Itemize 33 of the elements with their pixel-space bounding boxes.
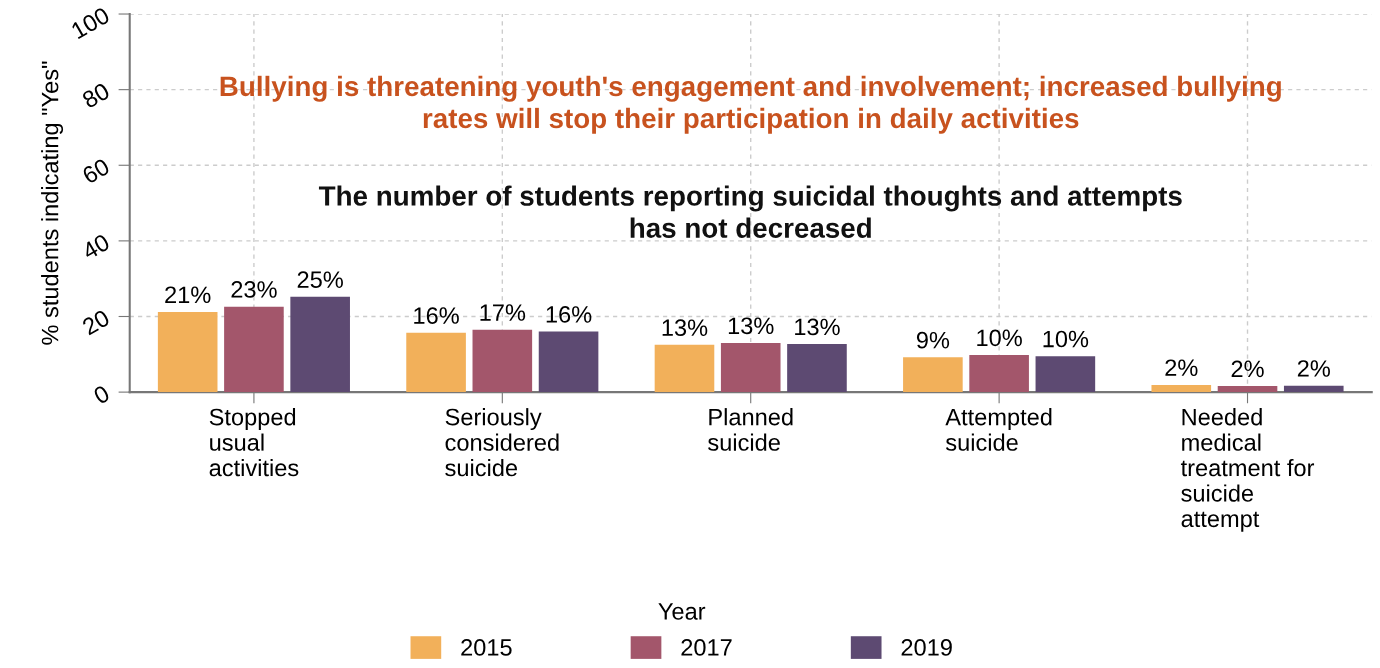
data-label: 13% bbox=[795, 318, 840, 336]
data-label: 25% bbox=[297, 271, 343, 288]
y-tick-label: 0 bbox=[92, 384, 111, 405]
y-axis-title: % students indicating "Yes" bbox=[41, 61, 64, 345]
data-label: 9% bbox=[916, 331, 950, 349]
y-tick-label: 80 bbox=[81, 82, 111, 109]
data-label: 13% bbox=[662, 319, 708, 337]
y-tick-label: 60 bbox=[81, 157, 111, 185]
y-tick-label: 20 bbox=[81, 308, 111, 336]
data-label: 21% bbox=[165, 286, 211, 304]
data-label: 16% bbox=[414, 307, 459, 324]
data-label: 16% bbox=[546, 306, 592, 323]
x-tick-label: Stopped usual activities bbox=[209, 408, 299, 477]
x-tick-label: Planned suicide bbox=[708, 408, 793, 451]
annotation: The number of students reporting suicidal thoughts and attempts has not decreased bbox=[318, 185, 1182, 238]
legend-label: 2015 bbox=[461, 639, 512, 656]
legend-label: 2019 bbox=[901, 639, 952, 656]
data-label: 23% bbox=[231, 281, 277, 298]
x-tick-label: Needed medical treatment for suicide attempt bbox=[1180, 408, 1315, 532]
legend-label: 2017 bbox=[681, 639, 732, 656]
x-tick-label: Attempted suicide bbox=[945, 408, 1052, 451]
data-label: 13% bbox=[728, 317, 774, 335]
data-label: 10% bbox=[1043, 330, 1089, 348]
data-label: 17% bbox=[480, 304, 526, 321]
data-label: 2% bbox=[1297, 360, 1330, 377]
legend-title: Year bbox=[658, 603, 706, 620]
y-tick-label: 40 bbox=[80, 233, 111, 261]
annotation: Bullying is threatening youth's engagement and involvement; increased bullying rates will stop their participation in daily activities bbox=[220, 75, 1281, 134]
data-label: 10% bbox=[977, 329, 1022, 347]
x-tick-label: Seriously considered suicide bbox=[445, 408, 559, 477]
y-tick-label: 100 bbox=[70, 6, 111, 40]
data-label: 2% bbox=[1231, 360, 1264, 378]
data-label: 2% bbox=[1165, 359, 1198, 377]
